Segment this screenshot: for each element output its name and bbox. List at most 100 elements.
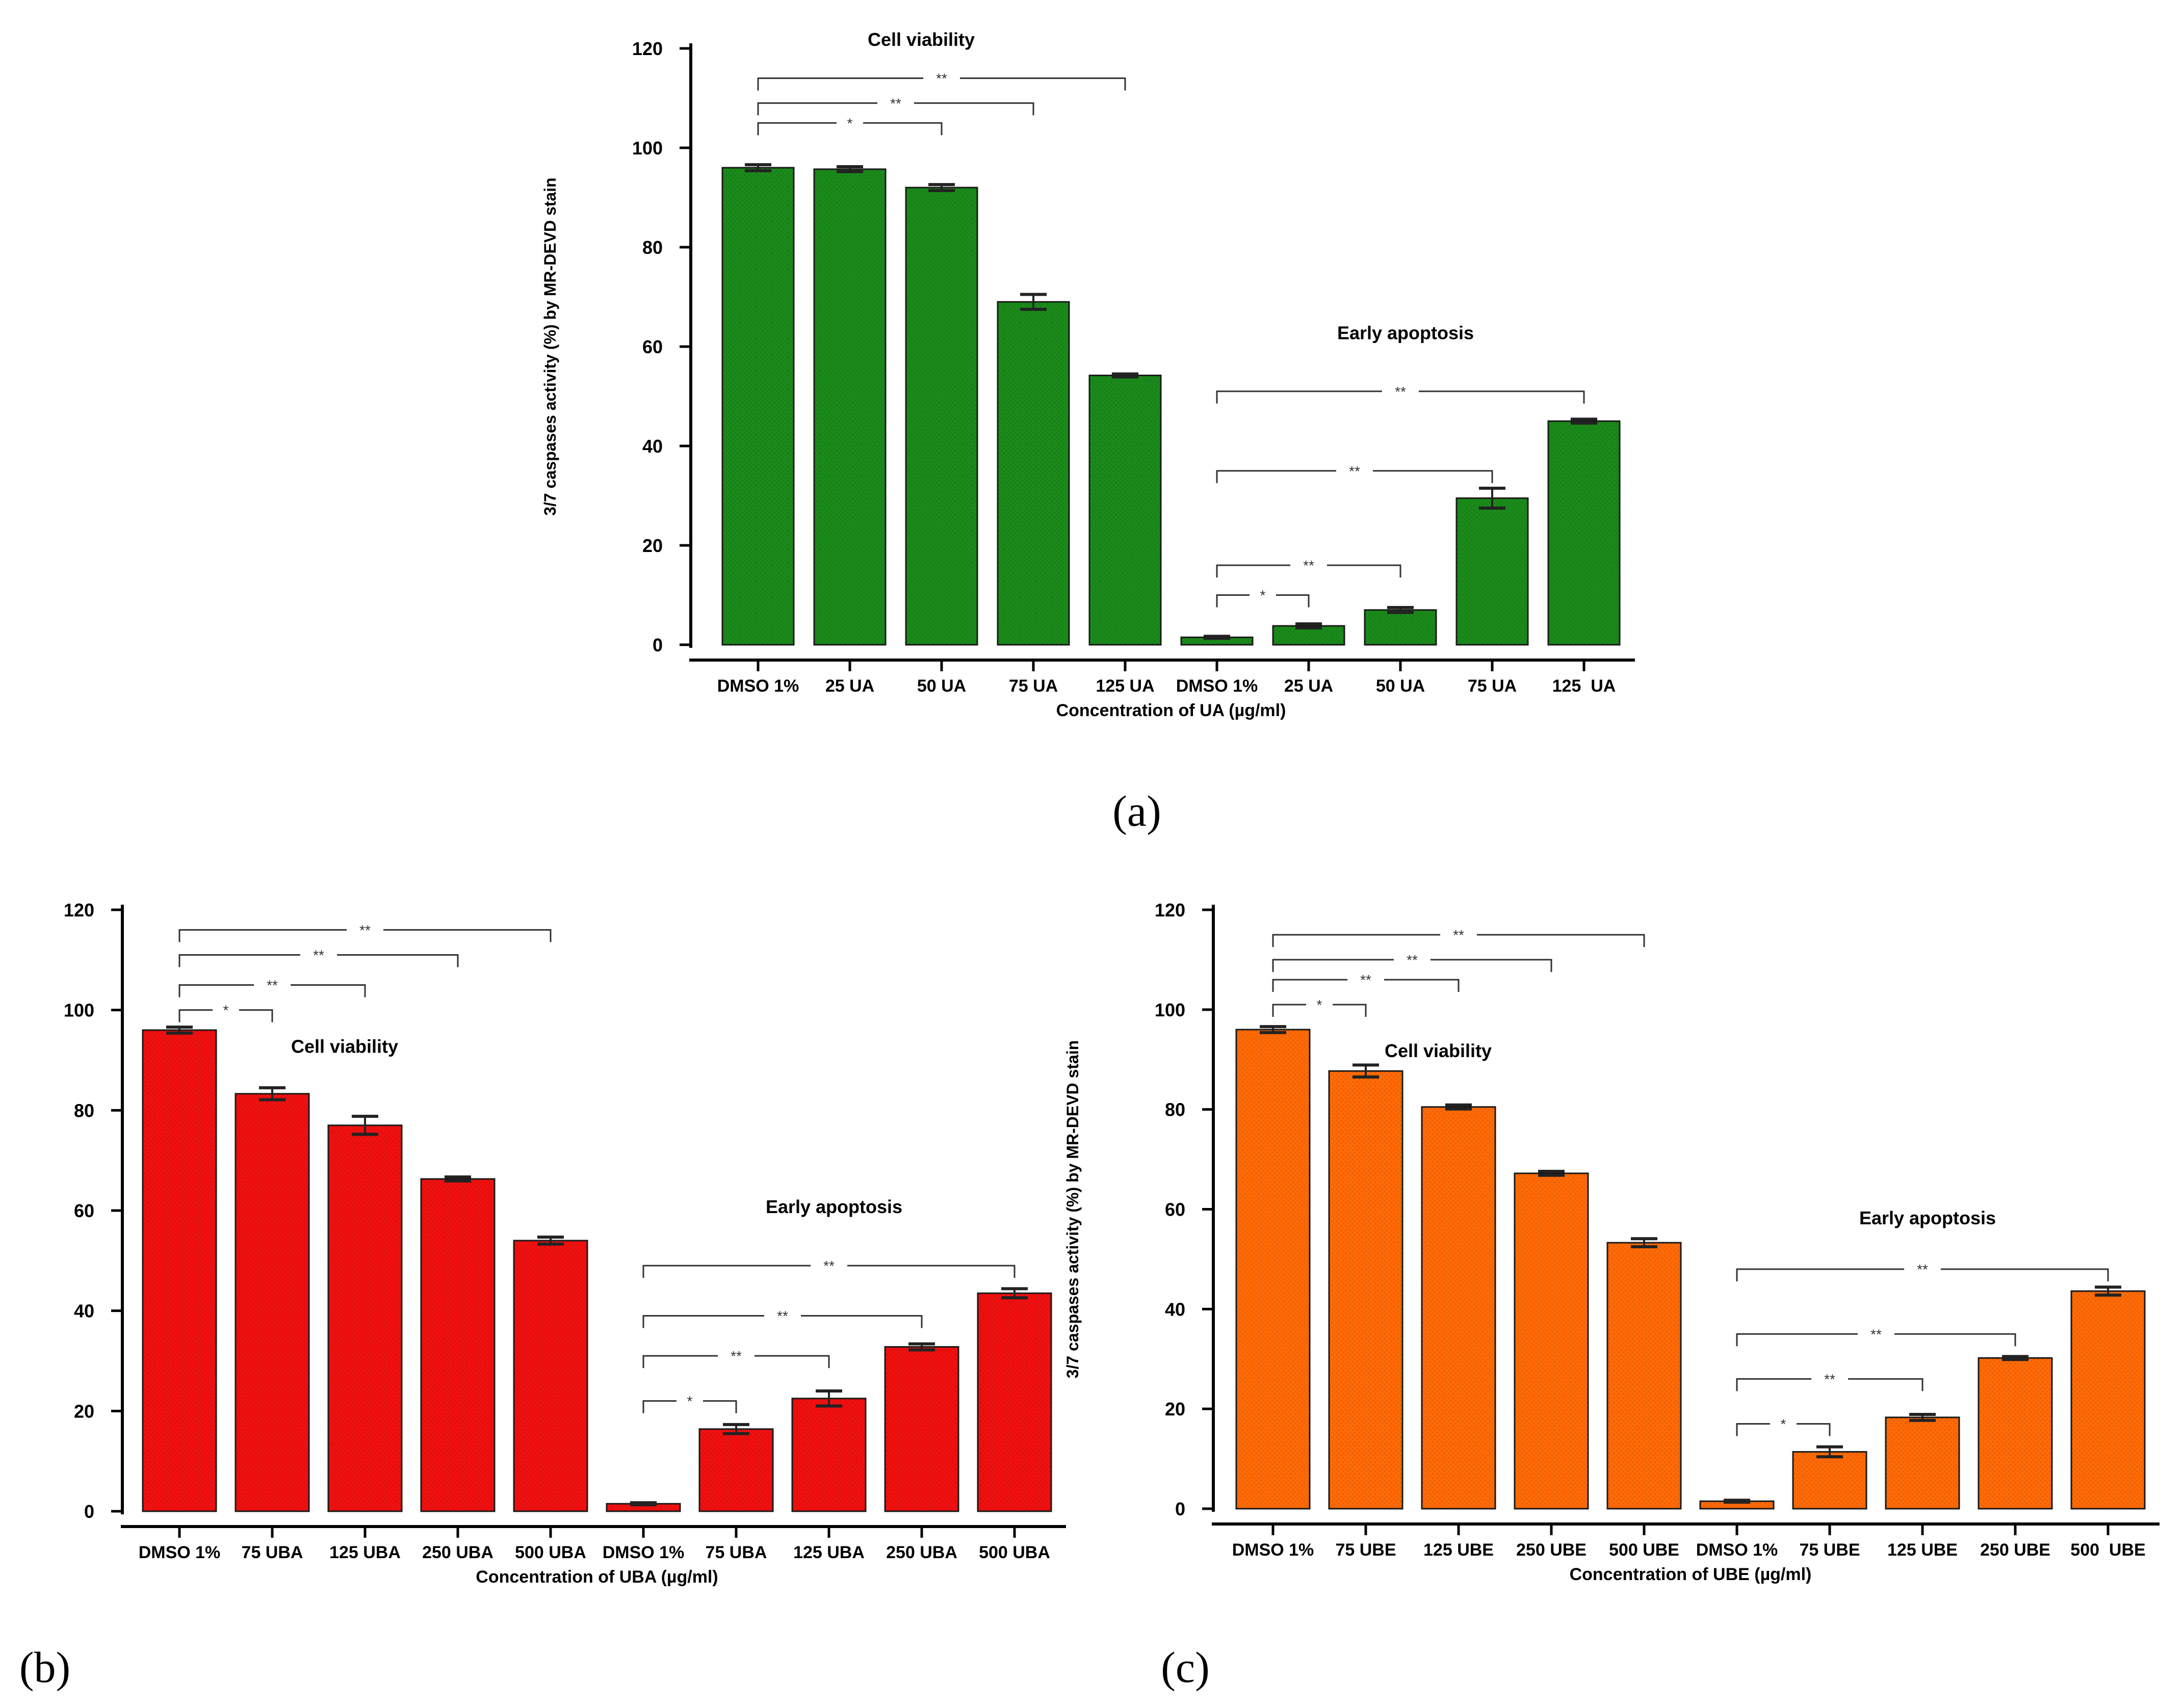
y-tick-label: 40 [642,436,663,457]
y-tick-label: 120 [64,900,94,921]
significance-label: * [687,1394,693,1409]
significance-label: ** [1870,1326,1882,1342]
group-label: Cell viability [868,29,975,50]
significance-bracket [1272,934,1645,947]
bar-texture [1607,1243,1681,1509]
x-tick-label: 75 UBE [1799,1540,1860,1560]
x-tick-label: 75 UA [1009,676,1058,696]
x-tick-label: 125 UA [1552,676,1616,696]
significance-label: * [1260,588,1266,603]
significance-bracket [1216,564,1401,577]
x-tick-label: 125 UBE [1887,1540,1958,1560]
y-tick-label: 120 [1155,900,1185,921]
significance-label: * [1317,997,1322,1013]
group-label: Early apoptosis [766,1196,902,1217]
chart-panel-c: 0 20 40 60 80 100 120 3/7 caspases activity (%)… [1063,900,2160,1584]
significance-label: ** [1917,1262,1928,1277]
x-tick-label: 125 UBE [1423,1540,1494,1560]
significance-bracket [642,1355,830,1369]
y-tick-label: 80 [642,237,663,258]
group-label: Cell viability [1385,1040,1492,1061]
bar-texture [699,1429,773,1511]
significance-bracket [1736,1423,1831,1436]
significance-label: ** [936,71,947,87]
x-tick-label: 250 UBA [422,1543,493,1562]
y-tick-label: 60 [74,1200,94,1221]
significance-label: ** [313,948,324,963]
y-tick-label: 0 [84,1501,94,1522]
bar-texture [236,1093,309,1511]
y-tick-label: 20 [74,1401,94,1422]
x-tick-label: 500 UBA [515,1543,586,1562]
x-tick-label: DMSO 1% [717,676,799,696]
bar-texture [1422,1107,1495,1509]
bar-texture [143,1030,216,1511]
bar-texture [607,1504,680,1511]
bar-texture [978,1293,1051,1511]
y-tick-label: 40 [74,1301,94,1322]
significance-bracket [757,102,1034,116]
bar-texture [1886,1417,1959,1509]
significance-bracket [757,122,943,136]
group-label: Early apoptosis [1337,322,1474,343]
bar-texture [1793,1452,1866,1509]
x-tick-label: 75 UBA [706,1543,767,1562]
x-tick-label: 25 UA [1284,676,1333,696]
x-tick-label: 75 UBE [1335,1540,1396,1560]
y-tick-label: 40 [1165,1299,1185,1320]
significance-bracket [1216,470,1493,483]
bar-texture [514,1241,587,1511]
significance-label: ** [1824,1371,1835,1387]
y-tick-label: 0 [1175,1499,1185,1519]
y-tick-label: 60 [1165,1199,1185,1220]
significance-label: ** [1360,972,1371,988]
bar-texture [792,1398,866,1511]
bar-texture [2071,1291,2145,1509]
x-tick-label: 125 UA [1096,676,1154,696]
significance-label: ** [1453,927,1464,943]
bar-texture [1236,1030,1310,1509]
significance-bracket [642,1265,1016,1278]
bar-texture [1329,1071,1402,1509]
x-tick-label: 25 UA [825,676,874,696]
bar-texture [885,1347,958,1511]
significance-label: ** [1303,558,1314,573]
bar-texture [1979,1358,2052,1509]
x-axis-title: Concentration of UA (µg/ml) [1056,701,1286,720]
significance-label: * [847,115,853,131]
significance-bracket [1272,979,1460,992]
y-tick-label: 0 [653,635,663,655]
significance-bracket [1736,1378,1923,1391]
significance-label: ** [731,1348,742,1364]
x-tick-label: 50 UA [917,676,966,696]
bar-texture [814,169,886,645]
group-label: Cell viability [291,1036,398,1057]
significance-bracket [642,1315,923,1328]
bar-texture [421,1179,495,1511]
significance-bracket [1736,1268,2109,1281]
x-tick-label: 250 UBE [1980,1540,2050,1560]
y-tick-label: 120 [632,38,663,59]
chart-panel-a: 0 20 40 60 80 100 120 3/7 caspases activity (%)… [541,29,1635,720]
x-tick-label: DMSO 1% [603,1543,685,1562]
significance-bracket [642,1400,737,1413]
y-tick-label: 60 [642,336,663,357]
group-label: Early apoptosis [1859,1207,1996,1228]
bar-texture [1365,610,1436,645]
significance-bracket [1272,1004,1367,1017]
x-tick-label: DMSO 1% [1176,676,1258,696]
bar-texture [328,1125,402,1511]
bar-texture [998,302,1069,645]
significance-label: ** [1407,952,1418,968]
x-tick-label: 500 UBA [979,1543,1050,1562]
y-tick-label: 20 [642,535,663,556]
y-axis-title: 3/7 caspases activity (%) by MR-DEVD sta… [1063,1040,1082,1378]
panel-label-a: (a) [1112,786,1161,835]
y-tick-label: 80 [74,1100,94,1121]
significance-bracket [178,984,366,997]
x-tick-label: DMSO 1% [1232,1540,1314,1560]
significance-label: ** [267,978,278,993]
significance-label: ** [1395,384,1406,400]
